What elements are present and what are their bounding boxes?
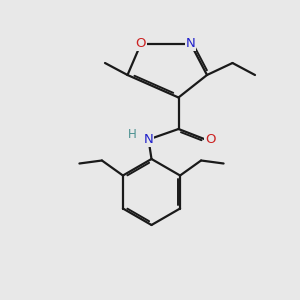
- Text: N: N: [186, 37, 195, 50]
- Text: N: N: [144, 133, 153, 146]
- Text: H: H: [128, 128, 136, 142]
- Text: O: O: [136, 37, 146, 50]
- Text: O: O: [205, 133, 215, 146]
